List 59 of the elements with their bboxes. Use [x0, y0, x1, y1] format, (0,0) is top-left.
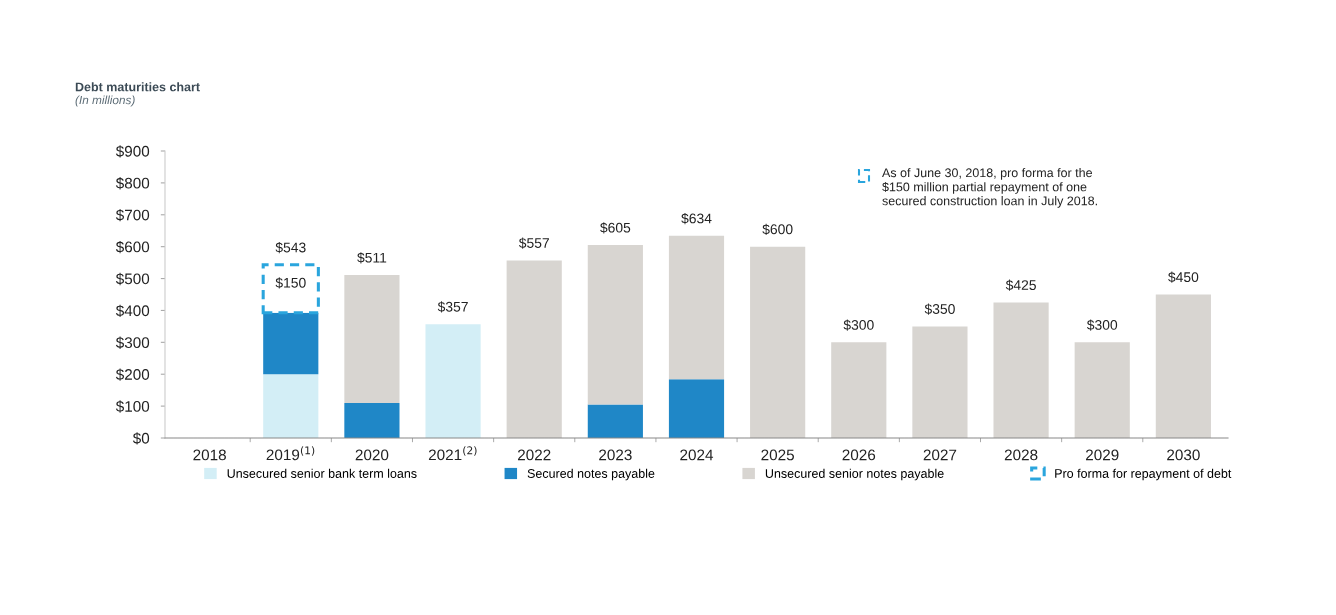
x-tick-label: 2027 [923, 449, 957, 461]
bar [344, 275, 400, 403]
y-tick-label: $800 [115, 177, 150, 190]
total-label: $300 [1086, 319, 1118, 331]
x-tick-label: 2029 [1086, 449, 1119, 461]
total-label: $557 [518, 237, 549, 249]
bar [425, 324, 481, 438]
bar [506, 260, 562, 438]
bar [1074, 342, 1130, 438]
x-tick-label: 2030 [1167, 449, 1200, 461]
x-tick-label: 2021$^{(2)}$ [428, 446, 477, 461]
bar [263, 374, 319, 438]
bar [750, 246, 806, 438]
legend-label: Unsecured senior notes payable [765, 468, 944, 481]
chart-title: Debt maturities chart [75, 82, 200, 92]
y-tick-label: $100 [115, 400, 150, 413]
x-tick-label: 2024 [680, 449, 714, 461]
total-label: $425 [1005, 279, 1036, 291]
legend-label: Secured notes payable [527, 468, 655, 481]
bar [344, 402, 400, 438]
legend-label: Pro forma for repayment of debt [1055, 468, 1232, 481]
chart-subtitle: (In millions) [75, 95, 135, 107]
y-tick-label: $200 [115, 368, 150, 381]
bar [912, 326, 968, 438]
y-tick-label: $700 [115, 209, 150, 222]
x-tick-label: 2022 [517, 449, 551, 461]
total-label: $543 [275, 241, 306, 254]
bar [263, 312, 319, 375]
bar [668, 235, 725, 380]
y-tick-label: $600 [115, 240, 150, 254]
y-tick-label: $0 [132, 432, 150, 445]
x-tick-label: 2018 [193, 449, 226, 461]
bar [668, 379, 725, 438]
bar [993, 302, 1049, 438]
bar [831, 342, 887, 438]
y-tick-label: $900 [115, 145, 150, 158]
total-label: $511 [357, 252, 387, 264]
y-tick-label: $300 [115, 336, 150, 349]
y-tick-label: $500 [115, 272, 150, 286]
data-label: $150 [275, 277, 306, 289]
total-label: $605 [600, 222, 631, 234]
x-tick-label: 2019$^{(1)}$ [266, 446, 315, 461]
annotation: As of June 30, 2018, pro forma for the $150 million partial repayment of one secured construction loan in July 2018. [882, 168, 1097, 208]
total-label: $600 [762, 223, 793, 236]
x-tick-label: 2023 [599, 449, 632, 461]
bar [587, 245, 643, 405]
x-tick-label: 2025 [761, 449, 794, 461]
total-label: $300 [843, 319, 874, 331]
bar [1155, 294, 1211, 438]
total-label: $450 [1168, 271, 1199, 283]
bar [587, 404, 643, 438]
y-tick-label: $400 [115, 304, 150, 318]
legend-label: Unsecured senior bank term loans [227, 468, 417, 478]
total-label: $634 [681, 212, 712, 225]
x-tick-label: 2028 [1004, 449, 1038, 461]
x-tick-label: 2020 [355, 449, 389, 461]
total-label: $357 [437, 301, 468, 313]
x-tick-label: 2026 [842, 449, 876, 461]
total-label: $350 [924, 303, 955, 315]
